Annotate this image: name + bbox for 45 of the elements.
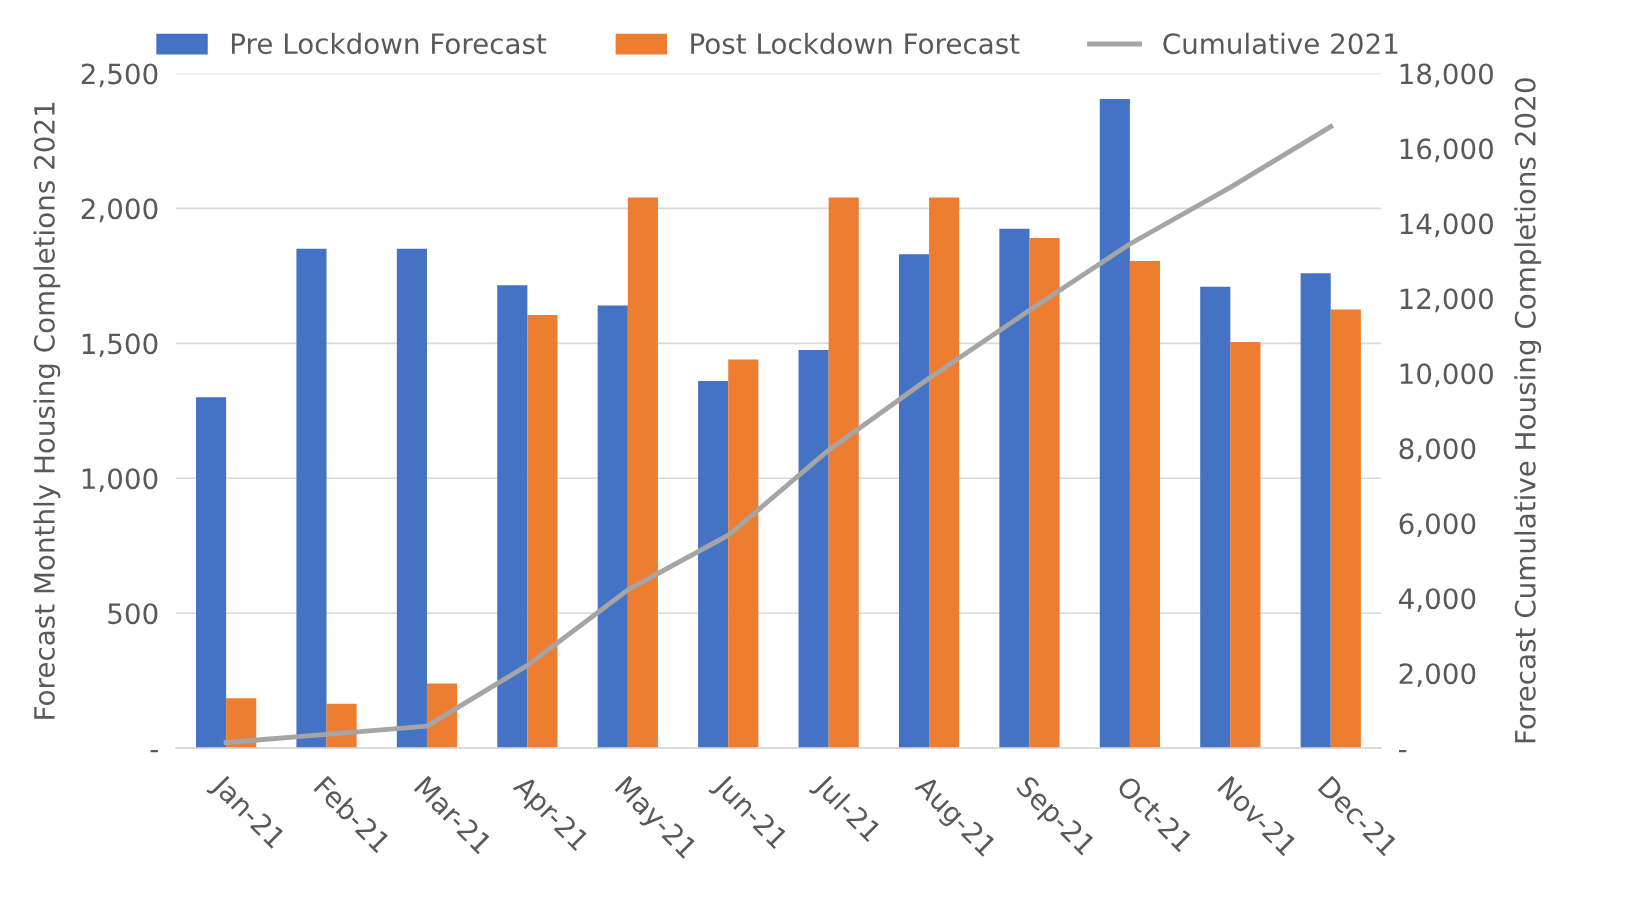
y2-tick-label: 14,000	[1400, 213, 1493, 238]
bar	[527, 314, 558, 749]
bar	[226, 698, 257, 749]
bar	[627, 197, 658, 749]
y-tick-label: 2,000	[81, 198, 158, 223]
bar	[728, 359, 759, 749]
y-tick-label: -	[150, 750, 158, 753]
bar	[898, 254, 930, 749]
bar	[497, 285, 528, 749]
bar	[426, 683, 458, 749]
y-tick-label: 1,000	[82, 468, 158, 493]
legend-label: Cumulative 2021	[1163, 32, 1398, 55]
legend-label: Post Lockdown Forecast	[691, 32, 1020, 55]
y2-tick-label: 18,000	[1400, 63, 1493, 88]
y2-tick-label: 16,000	[1400, 138, 1493, 163]
y2-tick-label: 6,000	[1399, 513, 1476, 538]
bar	[929, 197, 960, 749]
y-axis-title: Forecast Monthly Housing Completions 2021	[33, 102, 61, 719]
bar	[1300, 273, 1331, 749]
y2-tick-label: 2,000	[1399, 663, 1476, 687]
bar	[1029, 238, 1060, 749]
bar	[1230, 341, 1261, 749]
bar	[999, 228, 1030, 749]
bar	[1330, 309, 1361, 749]
line-series	[223, 124, 1334, 745]
bar	[698, 381, 729, 749]
bar	[1099, 99, 1130, 749]
y-tick-label: 500	[108, 603, 158, 625]
bar	[798, 350, 829, 749]
bar	[1200, 286, 1231, 749]
y2-axis-title: Forecast Cumulative Housing Completions 2020	[1514, 78, 1542, 743]
bar	[296, 248, 327, 749]
y-tick-label: 2,500	[81, 63, 158, 88]
bar	[396, 248, 427, 749]
bar	[828, 197, 859, 749]
y2-tick-label: 10,000	[1400, 363, 1493, 388]
y-tick-label: 1,500	[82, 333, 158, 358]
bar	[1129, 261, 1161, 749]
y2-tick-label: 4,000	[1398, 588, 1476, 613]
bar	[597, 305, 628, 749]
y2-tick-label: 12,000	[1400, 288, 1493, 313]
y2-tick-label: 8,000	[1399, 438, 1476, 463]
y2-tick-label: -	[1398, 750, 1407, 753]
legend-label: Pre Lockdown Forecast	[231, 32, 547, 55]
bar	[195, 397, 227, 749]
